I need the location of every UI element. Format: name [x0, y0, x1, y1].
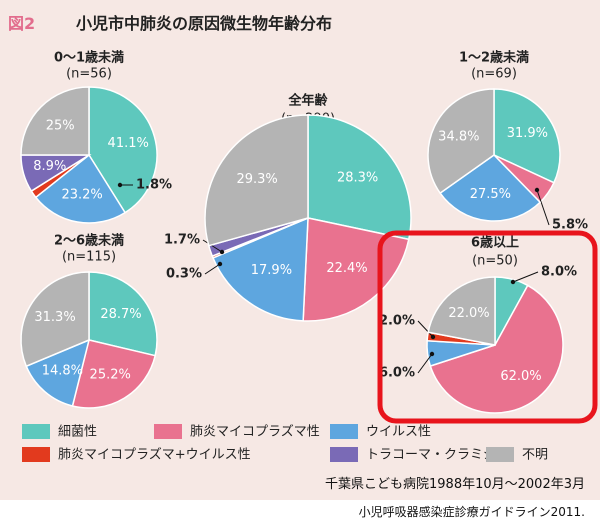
data-label: 41.1%	[108, 136, 149, 151]
legend-swatch	[330, 447, 358, 462]
pie-slice	[427, 276, 496, 346]
pie-slice	[88, 271, 158, 357]
pie-slice	[204, 114, 309, 247]
pie-slice	[25, 338, 91, 407]
pie-slice	[429, 284, 564, 414]
pie-sample-size: (n=50)	[472, 254, 518, 269]
data-label: 22.4%	[326, 261, 367, 276]
data-label: 62.0%	[500, 369, 541, 384]
legend-label: 肺炎マイコプラズマ性	[190, 424, 320, 440]
leader-line	[536, 189, 550, 226]
pie-sample-size: (n=115)	[62, 250, 116, 265]
data-label: 25%	[46, 119, 75, 134]
data-label: 8.0%	[541, 265, 577, 280]
data-label: 1.7%	[164, 233, 200, 248]
data-label: 1.8%	[136, 178, 172, 193]
data-label: 27.5%	[470, 187, 511, 202]
data-label: 28.3%	[337, 170, 378, 185]
data-label: 29.3%	[236, 172, 277, 187]
legend-label: 肺炎マイコプラズマ+ウイルス性	[58, 447, 251, 463]
legend-label: 細菌性	[58, 425, 97, 440]
pie-slice	[20, 86, 90, 156]
pie-slice	[427, 88, 495, 195]
pie-sample-size: (n=56)	[66, 67, 112, 82]
data-label: 23.2%	[61, 188, 102, 203]
pie-slice	[439, 154, 542, 222]
legend-label: 不明	[522, 448, 548, 463]
data-label: 0.3%	[166, 267, 202, 282]
figure-number: 図2	[8, 14, 36, 33]
legend-label: トラコーマ・クラミジア	[366, 448, 509, 463]
pie-title: 2〜6歳未満	[54, 233, 124, 249]
data-label: 2.0%	[379, 314, 415, 329]
data-label: 6.0%	[379, 366, 415, 381]
leader-line	[417, 353, 433, 374]
legend-swatch	[154, 424, 182, 439]
data-label: 5.8%	[552, 218, 588, 233]
legend-swatch	[22, 447, 50, 462]
leader-line	[202, 239, 223, 253]
pie-title: 0〜1歳未満	[54, 50, 124, 66]
data-label: 14.8%	[42, 363, 83, 378]
pie-slice	[307, 114, 412, 241]
figure-title: 小児市中肺炎の原因微生物年齢分布	[76, 14, 333, 33]
data-label: 31.3%	[34, 310, 75, 325]
pie-sample-size: (n=69)	[471, 67, 517, 82]
pie-title: 6歳以上	[471, 235, 519, 251]
data-source: 千葉県こども病院1988年10月〜2002年3月	[325, 477, 585, 492]
pie-title: 全年齢	[287, 93, 328, 109]
pie-slice	[71, 339, 157, 409]
pie-slice	[493, 88, 561, 184]
legend-swatch	[486, 447, 514, 462]
leader-line	[417, 320, 434, 338]
pie-slice	[34, 153, 127, 224]
legend-label: ウイルス性	[366, 425, 431, 440]
pie-title: 1〜2歳未満	[459, 50, 529, 66]
highlight-frame	[377, 230, 598, 424]
data-label: 31.9%	[507, 126, 548, 141]
pie-slice	[20, 271, 90, 368]
data-label: 25.2%	[90, 367, 131, 382]
data-label: 34.8%	[438, 129, 479, 144]
pie-slice	[212, 216, 309, 322]
data-label: 8.9%	[33, 159, 66, 174]
pie-charts: 0〜1歳未満(n=56)41.1%23.2%1.8%8.9%25%1〜2歳未満(…	[20, 50, 598, 463]
data-label: 22.0%	[448, 306, 489, 321]
leader-line	[204, 263, 221, 275]
data-label: 28.7%	[100, 307, 141, 322]
legend-swatch	[330, 424, 358, 439]
legend-swatch	[22, 424, 50, 439]
data-label: 17.9%	[251, 263, 292, 278]
guideline-credit: 小児呼吸器感染症診療ガイドライン2011.	[358, 505, 585, 519]
leader-line	[512, 271, 539, 283]
